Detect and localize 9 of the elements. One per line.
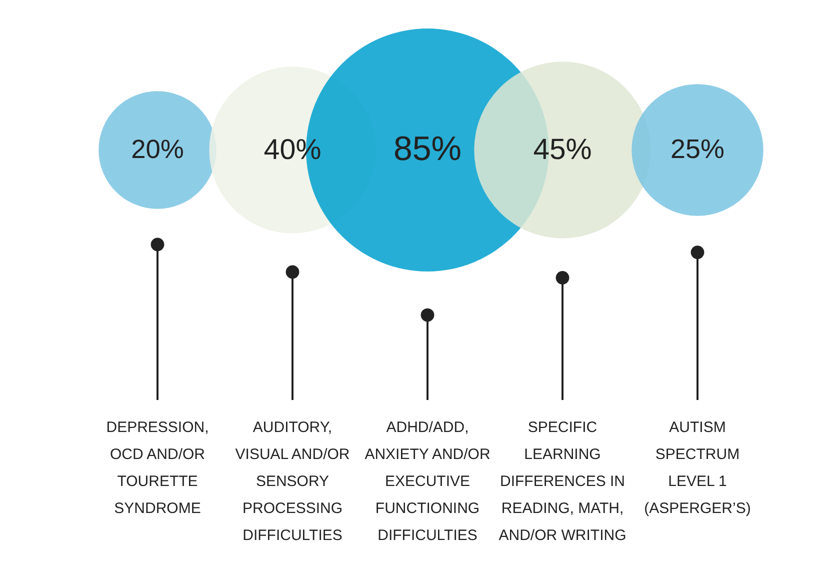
data-label: 85% <box>393 130 462 168</box>
category-label: AUTISM SPECTRUM LEVEL 1 (ASPERGER’S) <box>644 419 751 517</box>
data-label: 25% <box>670 134 724 164</box>
data-label: 45% <box>533 133 592 166</box>
category-label: DEPRESSION, OCD AND/OR TOURETTE SYNDROME <box>106 419 209 517</box>
category-label: SPECIFIC LEARNING DIFFERENCES IN READING, MATH, AND/OR WRITING <box>498 419 626 544</box>
data-label: 20% <box>131 134 184 164</box>
category-label: AUDITORY, VISUAL AND/OR SENSORY PROCESSING DIFFICULTIES <box>235 419 350 544</box>
category-label: ADHD/ADD, ANXIETY AND/OR EXECUTIVE FUNCTIONING DIFFICULTIES <box>364 419 490 544</box>
